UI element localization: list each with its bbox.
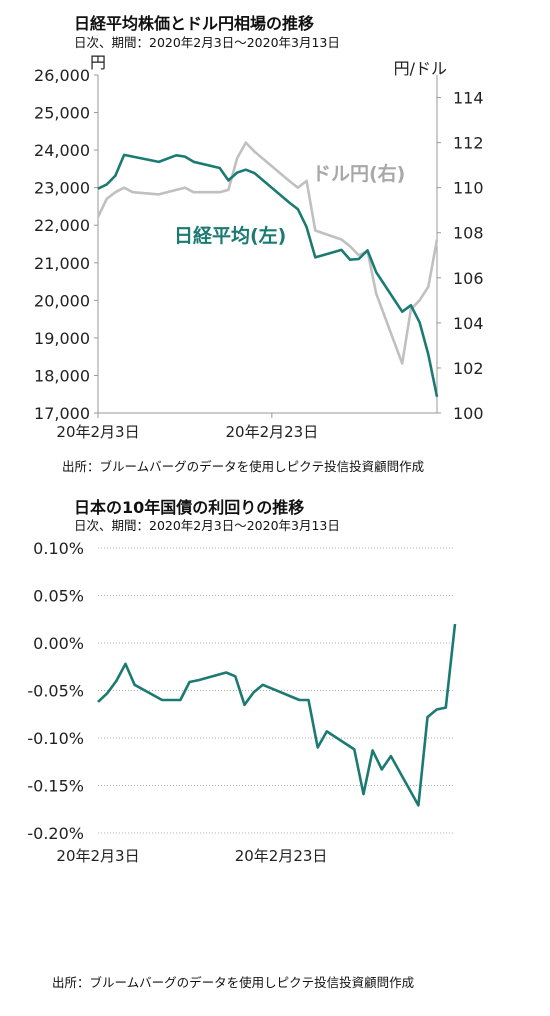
y-tick-label: -0.20% bbox=[27, 824, 84, 843]
chart1-subtitle: 日次、期間：2020年2月3日～2020年3月13日 bbox=[74, 35, 340, 50]
y-left-unit: 円 bbox=[90, 53, 106, 72]
y-left-tick-label: 20,000 bbox=[34, 291, 90, 310]
chart1-title: 日経平均株価とドル円相場の推移 bbox=[74, 14, 315, 33]
y-right-tick-label: 102 bbox=[453, 359, 484, 378]
y-left-tick-label: 22,000 bbox=[34, 216, 90, 235]
y-right-tick-label: 108 bbox=[453, 224, 484, 243]
y-tick-label: -0.15% bbox=[27, 777, 84, 796]
y-right-tick-label: 104 bbox=[453, 314, 484, 333]
chart2-subtitle: 日次、期間：2020年2月3日～2020年3月13日 bbox=[74, 518, 340, 533]
y-right-tick-label: 100 bbox=[453, 404, 484, 423]
chart2-title: 日本の10年国債の利回りの推移 bbox=[74, 498, 305, 517]
y-left-tick-label: 21,000 bbox=[34, 254, 90, 273]
usdjpy-series-label: ドル円(右) bbox=[312, 162, 405, 185]
chart2-plot: -0.20% -0.15% -0.10% -0.05% 0.00% 0.05% 0.10% 2… bbox=[27, 539, 457, 865]
y-tick-label: -0.05% bbox=[27, 682, 84, 701]
x-tick-label: 20年2月3日 bbox=[56, 423, 139, 441]
y-left-tick-label: 23,000 bbox=[34, 179, 90, 198]
y-tick-label: 0.05% bbox=[33, 587, 84, 606]
y-right-tick-label: 114 bbox=[453, 89, 484, 108]
usdjpy-line bbox=[96, 141, 439, 365]
chart2-source: 出所：ブルームバーグのデータを使用しピクテ投信投資顧問作成 bbox=[52, 975, 415, 990]
y-tick-label: -0.10% bbox=[27, 729, 84, 748]
chart1-source: 出所：ブルームバーグのデータを使用しピクテ投信投資顧問作成 bbox=[62, 459, 425, 474]
y-left-tick-label: 18,000 bbox=[34, 366, 90, 385]
y-right-tick-label: 112 bbox=[453, 134, 484, 153]
y-right-tick-label: 110 bbox=[453, 179, 484, 198]
chart1-plot: 17,000 18,000 19,000 20,000 21,000 22,000 23,0… bbox=[34, 53, 484, 441]
y-left-tick-label: 26,000 bbox=[34, 66, 90, 85]
nikkei-line bbox=[97, 153, 439, 398]
y-tick-label: 0.00% bbox=[33, 634, 84, 653]
y-tick-label: 0.10% bbox=[33, 539, 84, 558]
y-right-unit: 円/ドル bbox=[394, 59, 447, 78]
y-left-tick-label: 25,000 bbox=[34, 104, 90, 123]
x-tick-label: 20年2月23日 bbox=[235, 847, 328, 865]
x-tick-label: 20年2月23日 bbox=[225, 423, 318, 441]
y-left-tick-label: 17,000 bbox=[34, 404, 90, 423]
x-tick-label: 20年2月3日 bbox=[56, 847, 139, 865]
jgb-yield-line bbox=[97, 623, 457, 807]
y-left-tick-label: 19,000 bbox=[34, 329, 90, 348]
y-left-tick-label: 24,000 bbox=[34, 141, 90, 160]
nikkei-series-label: 日経平均(左) bbox=[174, 224, 286, 247]
y-right-tick-label: 106 bbox=[453, 269, 484, 288]
